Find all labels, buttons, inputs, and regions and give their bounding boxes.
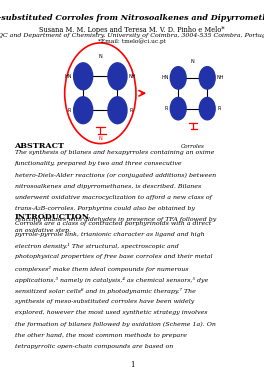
Text: applications,³ namely in catalysis,⁴ as chemical sensors,⁵ dye: applications,³ namely in catalysis,⁴ as …	[15, 277, 208, 283]
Text: Meso-substituted Corroles from Nitrosoalkenes and Dipyrromethanes: Meso-substituted Corroles from Nitrosoal…	[0, 14, 264, 22]
Text: reacting bilanes with aldehydes in presence of TFA followed by: reacting bilanes with aldehydes in prese…	[15, 217, 216, 222]
Text: CQC and Department of Chemistry, University of Coimbra, 3004-535 Coimbra, Portug: CQC and Department of Chemistry, Univers…	[0, 33, 264, 38]
Text: Corroles: Corroles	[181, 144, 205, 148]
Circle shape	[170, 67, 186, 89]
Text: N: N	[98, 136, 102, 141]
Text: Susana M. M. Lopes and Teresa M. V. D. Pinho e Melo*: Susana M. M. Lopes and Teresa M. V. D. P…	[39, 26, 225, 34]
Text: the other hand, the most common methods to prepare: the other hand, the most common methods …	[15, 333, 187, 338]
Text: tetrapyrrolic open-chain compounds are based on: tetrapyrrolic open-chain compounds are b…	[15, 344, 173, 349]
Text: hetero-Diels-Alder reactions (or conjugated additions) between: hetero-Diels-Alder reactions (or conjuga…	[15, 172, 216, 178]
Text: pyrrole-pyrrole link, trianionic character as ligand and high: pyrrole-pyrrole link, trianionic charact…	[15, 232, 204, 237]
Text: R: R	[68, 108, 71, 113]
Circle shape	[74, 63, 93, 90]
Text: an oxidative step.: an oxidative step.	[15, 228, 70, 233]
Text: functionality, prepared by two and three consecutive: functionality, prepared by two and three…	[15, 161, 182, 166]
Text: HN: HN	[65, 74, 72, 79]
Text: electron density.¹ The structural, spectroscopic and: electron density.¹ The structural, spect…	[15, 243, 178, 249]
Text: R: R	[218, 106, 221, 111]
Circle shape	[108, 97, 127, 123]
Text: photophysical properties of free base corroles and their metal: photophysical properties of free base co…	[15, 254, 212, 259]
Text: *Email: tmelo@ci.uc.pt: *Email: tmelo@ci.uc.pt	[98, 39, 166, 44]
Text: the formation of bilanes followed by oxidation (Scheme 1a). On: the formation of bilanes followed by oxi…	[15, 322, 215, 327]
Text: sensitized solar cells⁶ and in photodynamic therapy.⁷ The: sensitized solar cells⁶ and in photodyna…	[15, 288, 195, 294]
Text: N: N	[191, 59, 195, 64]
Text: trans-A₂B-corroles. Porphyrins could also be obtained by: trans-A₂B-corroles. Porphyrins could als…	[15, 206, 195, 211]
Text: HN: HN	[162, 75, 169, 80]
Text: NH: NH	[128, 74, 136, 79]
Circle shape	[74, 97, 93, 123]
Text: explored, however the most used synthetic strategy involves: explored, however the most used syntheti…	[15, 310, 207, 315]
Text: complexes² make them ideal compounds for numerous: complexes² make them ideal compounds for…	[15, 266, 188, 272]
Circle shape	[199, 97, 215, 120]
Text: INTRODUCTION: INTRODUCTION	[15, 213, 90, 220]
Text: The synthesis of bilanes and hexapyrroles containing an oxime: The synthesis of bilanes and hexapyrrole…	[15, 150, 214, 155]
Text: 1: 1	[130, 361, 134, 369]
Text: Corroles are a class of contracted porphyrinoids with a direct: Corroles are a class of contracted porph…	[15, 221, 211, 226]
Text: R: R	[165, 106, 168, 111]
Text: ABSTRACT: ABSTRACT	[15, 142, 64, 150]
Circle shape	[170, 97, 186, 120]
Text: NH: NH	[216, 75, 224, 80]
Text: nitrosoalkenes and dipyrromethanes, is described. Bilanes: nitrosoalkenes and dipyrromethanes, is d…	[15, 184, 201, 188]
Circle shape	[199, 67, 215, 89]
Text: R: R	[130, 108, 133, 113]
Text: synthesis of meso-substituted corroles have been widely: synthesis of meso-substituted corroles h…	[15, 299, 194, 304]
Text: underwent oxidative macrocyclization to afford a new class of: underwent oxidative macrocyclization to …	[15, 195, 211, 200]
Circle shape	[108, 63, 127, 90]
Text: N: N	[98, 54, 102, 59]
